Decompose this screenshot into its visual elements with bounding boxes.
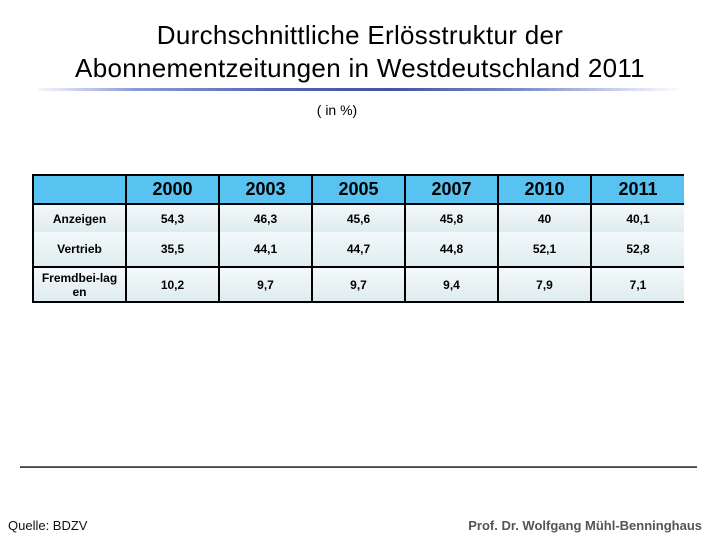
revenue-structure-table: 2000 2003 2005 2007 2010 2011 Anzeigen 5… [32,174,684,303]
value-cell: 35,5 [126,232,220,267]
value-cell: 10,2 [126,266,220,302]
source-note: Quelle: BDZV [8,518,88,533]
header-cell-empty [33,175,127,205]
value-cell: 7,1 [591,266,684,302]
row-label-fremdbeilagen: Fremdbei-lag en [33,266,127,302]
slide-title-line2: Abonnementzeitungen in Westdeutschland 2… [75,53,645,83]
slide-title: Durchschnittliche Erlösstruktur der Abon… [0,19,720,85]
value-cell: 44,7 [312,232,406,267]
header-cell-2010: 2010 [498,175,592,205]
value-cell: 9,7 [312,266,406,302]
value-cell: 45,8 [405,204,499,232]
value-cell: 9,4 [405,266,499,302]
table-row-anzeigen: Anzeigen 54,3 46,3 45,6 45,8 40 40,1 [33,204,684,232]
title-underline-rule [38,88,683,91]
header-cell-2011: 2011 [591,175,684,205]
header-cell-2005: 2005 [312,175,406,205]
value-cell: 54,3 [126,204,220,232]
header-cell-2000: 2000 [126,175,220,205]
table-row-fremdbeilagen: Fremdbei-lag en 10,2 9,7 9,7 9,4 7,9 7,1 [33,266,684,302]
value-cell: 40 [498,204,592,232]
value-cell: 52,8 [591,232,684,267]
value-cell: 45,6 [312,204,406,232]
value-cell: 52,1 [498,232,592,267]
header-cell-2007: 2007 [405,175,499,205]
row-label-vertrieb: Vertrieb [33,232,127,267]
value-cell: 44,1 [219,232,313,267]
value-cell: 7,9 [498,266,592,302]
table-row-vertrieb: Vertrieb 35,5 44,1 44,7 44,8 52,1 52,8 [33,232,684,267]
header-cell-2003: 2003 [219,175,313,205]
footer-divider-rule [20,466,697,468]
slide-subtitle: ( in %) [316,102,358,118]
table-header-row: 2000 2003 2005 2007 2010 2011 [33,175,684,205]
value-cell: 9,7 [219,266,313,302]
author-credit: Prof. Dr. Wolfgang Mühl-Benninghaus [468,518,702,533]
value-cell: 44,8 [405,232,499,267]
slide-title-line1: Durchschnittliche Erlösstruktur der [156,20,564,50]
row-label-anzeigen: Anzeigen [33,204,127,232]
value-cell: 40,1 [591,204,684,232]
value-cell: 46,3 [219,204,313,232]
